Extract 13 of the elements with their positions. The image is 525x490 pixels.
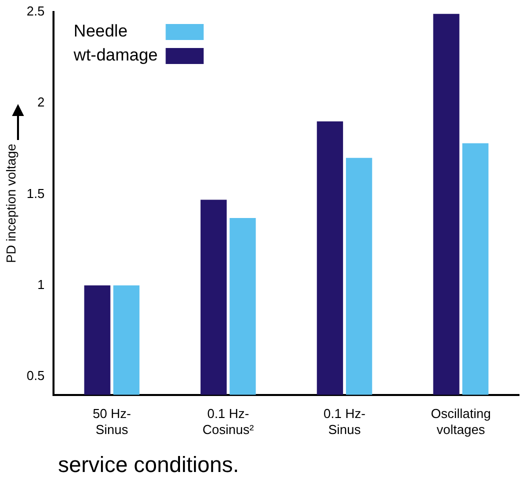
y-tick-label: 1.5 [26,186,45,201]
legend-label: wt-damage [72,46,158,65]
y-tick-label: 0.5 [26,368,45,384]
y-tick-label: 1 [37,277,45,292]
text: service conditions. [58,452,239,478]
x-tick-label: 50 Hz-Sinus [92,406,131,437]
x-tick-label: Oscillating voltages [430,406,491,437]
x-tick-label: 0.1 Hz-Sinus [324,406,366,437]
x-tick-label: 0.1 Hz-Cosinus² [202,406,254,437]
y-axis-title: PD inception voltage [3,144,18,264]
y-tick-label: 2 [37,94,45,110]
y-tick-label: 2.5 [26,4,45,19]
legend-label: Needle [74,22,128,41]
